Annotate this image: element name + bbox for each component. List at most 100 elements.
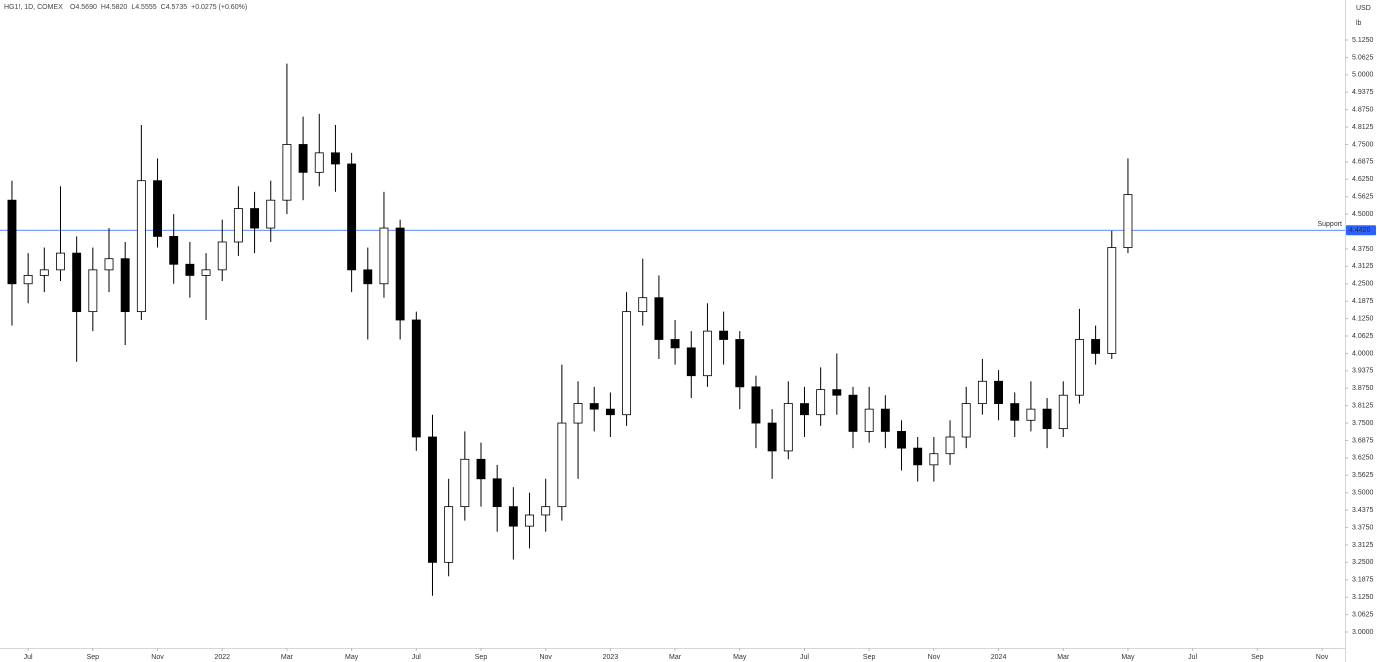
support-price-label: 4.4420 — [1349, 227, 1371, 234]
y-tick-label: 3.0000 — [1352, 629, 1374, 636]
candle-body — [104, 258, 114, 271]
candle-body — [7, 199, 17, 285]
x-tick-label: May — [733, 654, 747, 661]
y-tick-label: 4.3125 — [1352, 263, 1374, 270]
currency: USD — [1356, 5, 1371, 12]
candle-body — [266, 199, 276, 229]
x-tick-label: 2023 — [603, 654, 619, 661]
y-tick-label: 3.6250 — [1352, 455, 1374, 462]
candle-body — [686, 347, 696, 377]
x-tick-label: 2022 — [214, 654, 230, 661]
candle-body — [670, 339, 680, 349]
symbol: HG1!, 1D, COMEX — [4, 4, 63, 11]
candle-body — [1107, 247, 1117, 354]
candle-body — [1026, 408, 1036, 421]
y-tick-label: 4.0000 — [1352, 350, 1374, 357]
candle-body — [88, 269, 98, 313]
candle-body — [767, 422, 777, 452]
x-tick-label: Sep — [863, 654, 876, 661]
candle-body — [638, 297, 648, 313]
y-tick-label: 4.8125 — [1352, 124, 1374, 131]
y-tick-label: 5.0000 — [1352, 72, 1374, 79]
y-tick-label: 3.9375 — [1352, 368, 1374, 375]
candle-body — [654, 297, 664, 340]
y-tick-label: 4.9375 — [1352, 89, 1374, 96]
y-tick-label: 3.8750 — [1352, 385, 1374, 392]
y-tick-label: 5.0625 — [1352, 54, 1374, 61]
candle-body — [783, 403, 793, 452]
candle-body — [379, 227, 389, 285]
candle-body — [961, 403, 971, 438]
candle-body — [719, 330, 729, 340]
candle-body — [411, 319, 421, 438]
candle-body — [347, 163, 357, 271]
candle-body — [39, 269, 49, 276]
candle-body — [1010, 403, 1020, 421]
x-tick-label: Mar — [281, 654, 294, 661]
candle-body — [201, 269, 211, 276]
y-tick-label: 3.3125 — [1352, 542, 1374, 549]
candle-body — [735, 339, 745, 388]
candle-body — [977, 380, 987, 404]
candle-body — [476, 458, 486, 480]
candle-body — [444, 506, 454, 563]
candle-body — [492, 478, 502, 508]
header-value: +0.0275 (+0.60%) — [191, 4, 247, 11]
candle-body — [233, 208, 243, 243]
y-tick-label: 3.4375 — [1352, 507, 1374, 514]
y-tick-label: 4.8750 — [1352, 106, 1374, 113]
candle-body — [136, 180, 146, 313]
support-price-tag — [1346, 225, 1376, 236]
candle-body — [250, 208, 260, 229]
candle-body — [622, 311, 632, 416]
candle-body — [508, 506, 518, 527]
candle-body — [23, 275, 33, 285]
x-tick-label: Nov — [928, 654, 941, 661]
candle-body — [1091, 339, 1101, 354]
candle-body — [945, 436, 955, 455]
candle-body — [848, 394, 858, 432]
candle-body — [1074, 339, 1084, 396]
candle-body — [363, 269, 373, 285]
candle-body — [702, 330, 712, 377]
support-label: Support — [1317, 221, 1342, 228]
y-tick-label: 3.1875 — [1352, 577, 1374, 584]
candle-body — [800, 403, 809, 416]
y-tick-label: 3.1250 — [1352, 594, 1374, 601]
x-tick-label: Mar — [1057, 654, 1070, 661]
x-tick-label: Sep — [475, 654, 488, 661]
y-tick-label: 4.2500 — [1352, 281, 1374, 288]
header-value: C4.5735 — [161, 4, 188, 11]
candle-body — [395, 227, 405, 321]
y-tick-label: 4.7500 — [1352, 141, 1374, 148]
candle-body — [557, 422, 567, 508]
x-tick-label: Nov — [539, 654, 552, 661]
candle-body — [298, 144, 308, 173]
x-tick-label: Nov — [151, 654, 164, 661]
y-tick-label: 4.3750 — [1352, 246, 1374, 253]
y-tick-label: 4.5625 — [1352, 194, 1374, 201]
candle-body — [1123, 194, 1133, 248]
x-tick-label: Jul — [412, 654, 421, 661]
x-tick-label: Sep — [1251, 654, 1264, 661]
x-tick-label: Jul — [800, 654, 809, 661]
y-tick-label: 3.6875 — [1352, 437, 1374, 444]
candle-body — [120, 258, 130, 313]
candle-body — [880, 408, 890, 432]
x-tick-label: Jul — [1188, 654, 1197, 661]
candle-body — [573, 403, 583, 424]
x-tick-label: Mar — [669, 654, 682, 661]
candle-body — [897, 431, 906, 449]
x-tick-label: 2024 — [991, 654, 1007, 661]
candle-body — [541, 506, 551, 516]
y-tick-label: 3.2500 — [1352, 559, 1374, 566]
candle-body — [525, 514, 534, 527]
candle-body — [1058, 394, 1068, 430]
x-tick-label: Jul — [24, 654, 33, 661]
candle-body — [589, 403, 599, 410]
header-value: L4.5555 — [131, 4, 156, 11]
candle-body — [460, 458, 470, 508]
y-tick-label: 4.6875 — [1352, 159, 1374, 166]
